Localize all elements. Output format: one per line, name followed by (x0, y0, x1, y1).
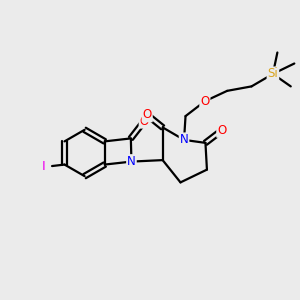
Text: Si: Si (268, 68, 278, 80)
Text: N: N (127, 155, 136, 168)
Text: O: O (200, 95, 209, 108)
Text: O: O (140, 115, 149, 128)
Text: O: O (217, 124, 226, 137)
Text: I: I (41, 160, 45, 172)
Text: N: N (180, 134, 188, 146)
Text: O: O (142, 108, 152, 122)
